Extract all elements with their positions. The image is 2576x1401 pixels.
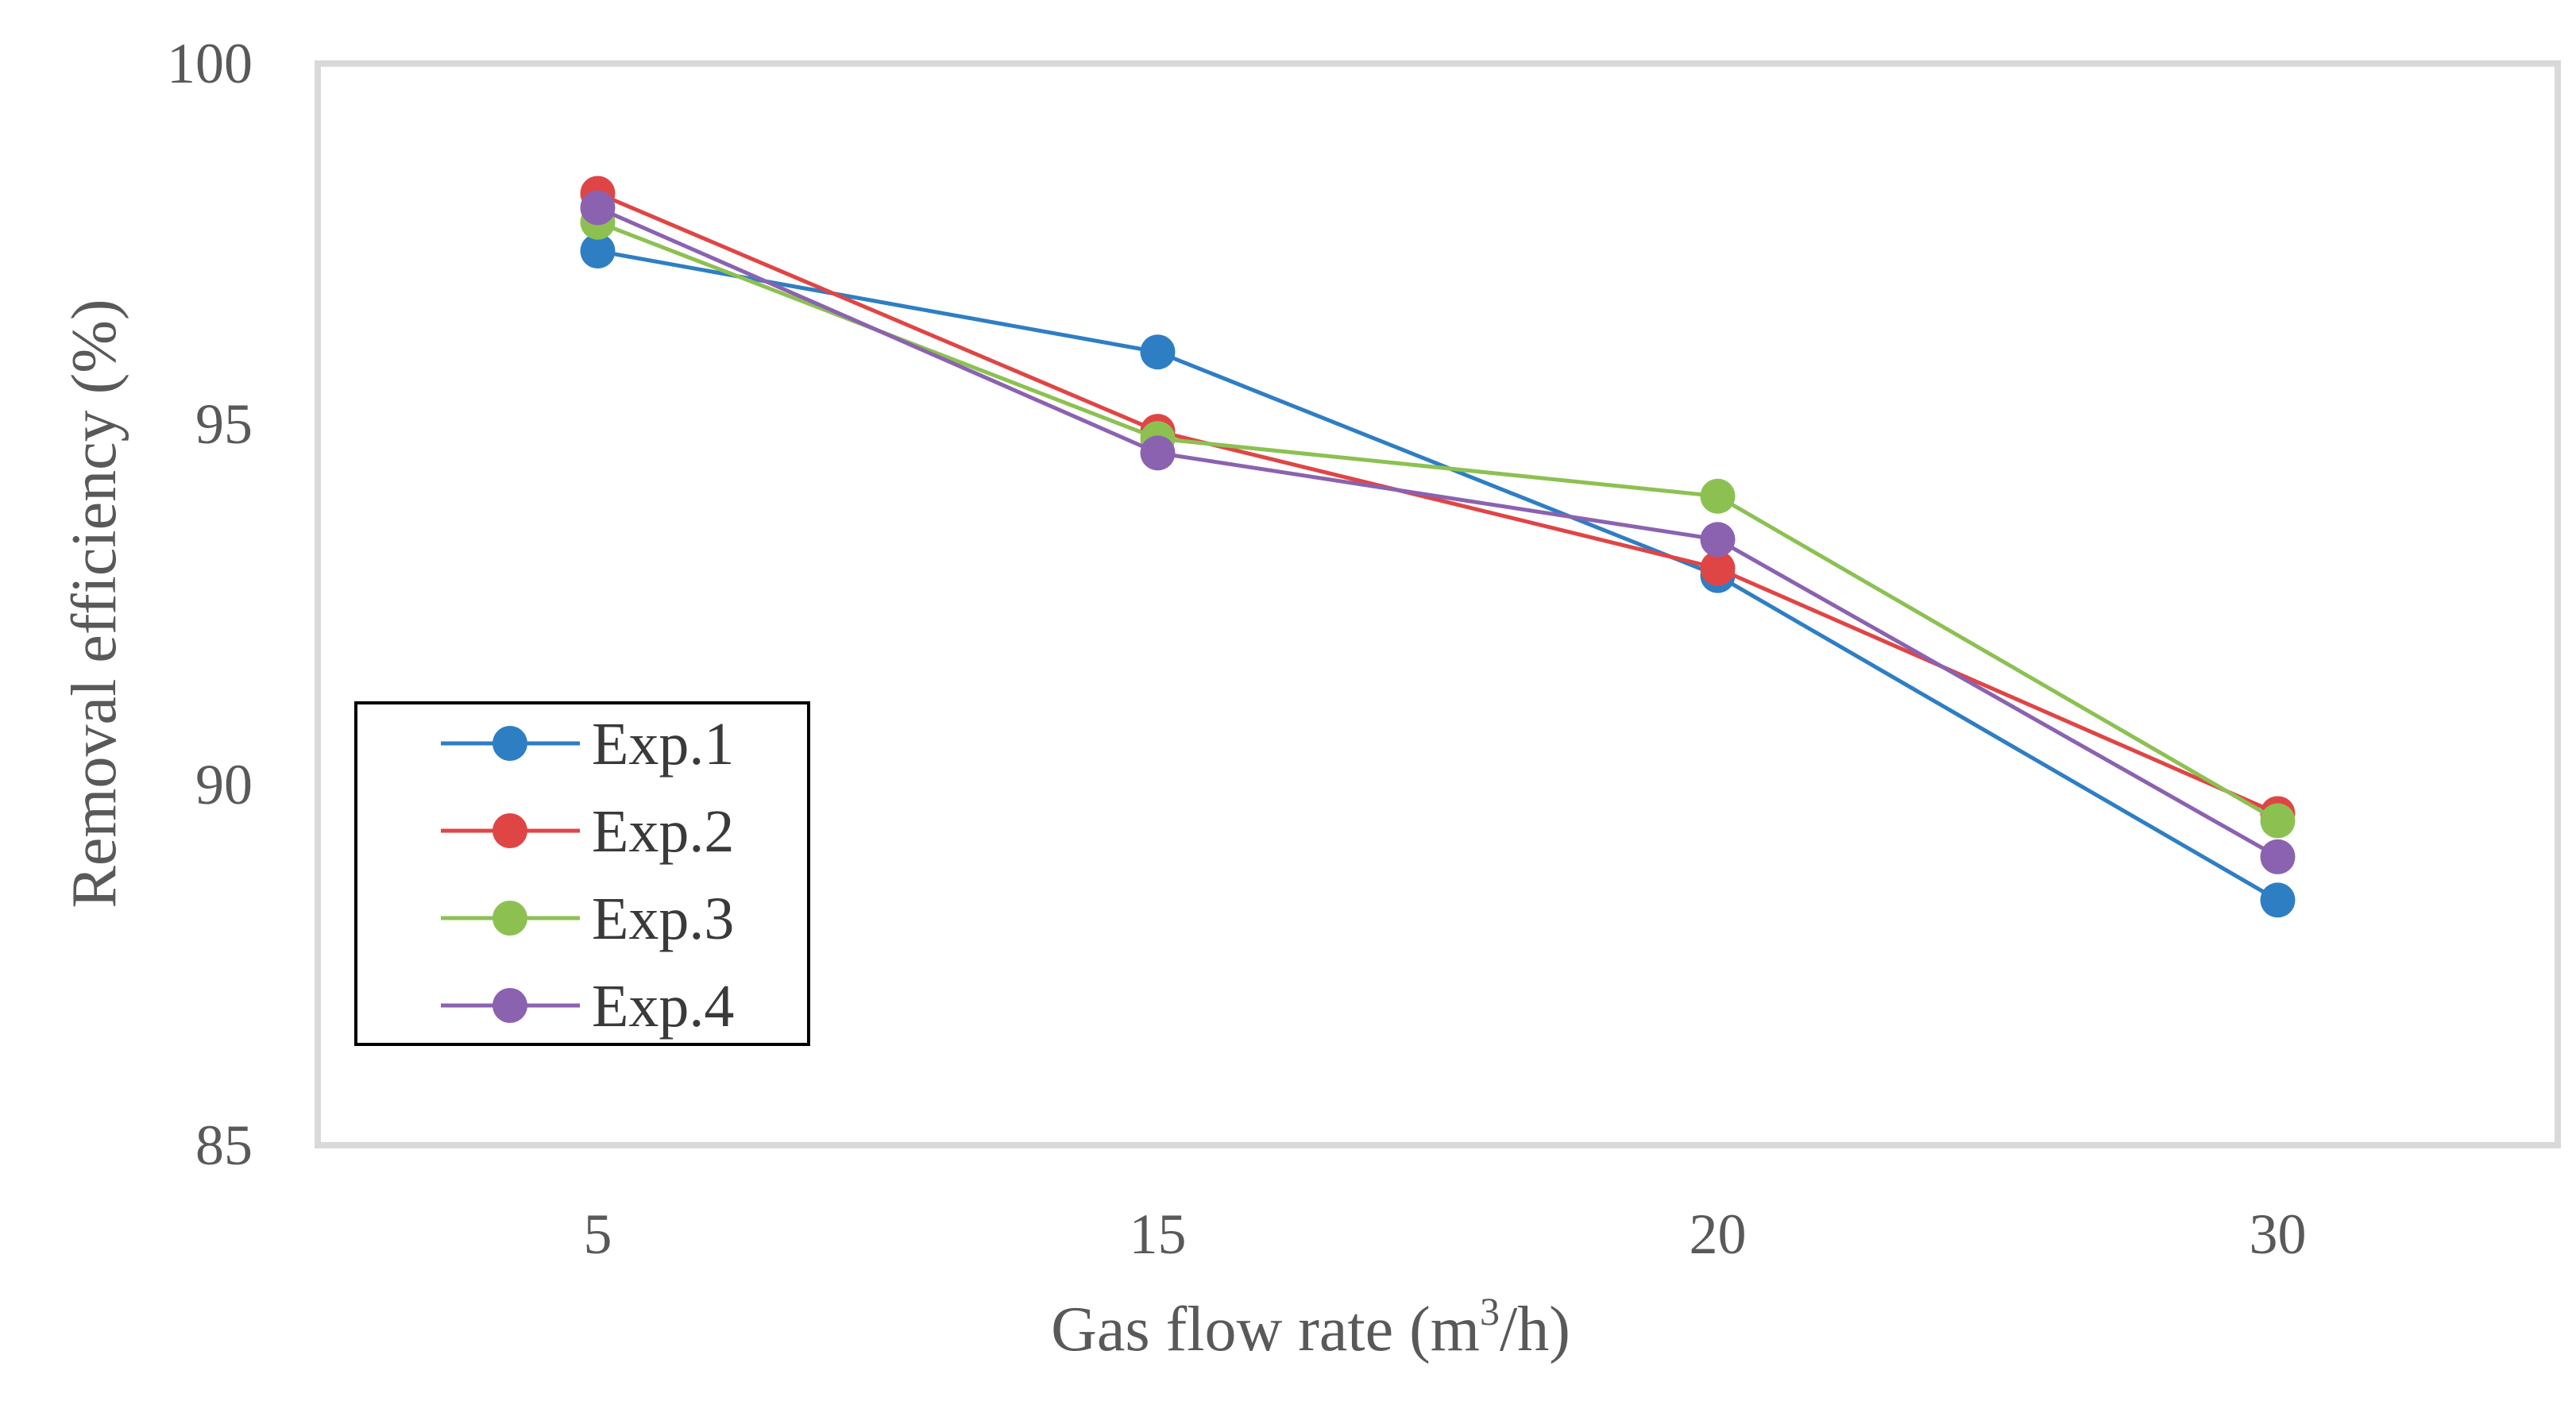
- data-point: [2260, 839, 2296, 874]
- data-point: [580, 234, 616, 269]
- x-tick-label: 30: [2250, 1202, 2307, 1266]
- data-point: [2260, 803, 2296, 839]
- series-line: [597, 249, 2279, 902]
- legend-label: Exp.1: [592, 711, 734, 778]
- y-axis-ticks: 85 90 95 100: [167, 32, 253, 1177]
- legend-marker: [492, 901, 527, 936]
- legend-item: Exp.2: [441, 798, 734, 865]
- legend-marker: [492, 813, 527, 848]
- series-line: [597, 206, 2279, 859]
- series-line: [597, 191, 2279, 816]
- legend-label: Exp.4: [592, 973, 734, 1040]
- legend-item: Exp.1: [441, 711, 734, 778]
- data-point: [1140, 435, 1176, 471]
- x-axis-title-suffix: /h): [1500, 1295, 1570, 1364]
- series-1: [580, 234, 2296, 918]
- legend-box: [354, 701, 810, 1046]
- data-point: [1700, 550, 1736, 586]
- y-tick-label: 90: [195, 753, 253, 816]
- x-tick-label: 5: [584, 1202, 612, 1266]
- data-point: [1700, 478, 1736, 514]
- x-axis-ticks: 5 15 20 30: [584, 1202, 2307, 1266]
- legend: Exp.1 Exp.2 Exp.3 Exp.4: [354, 701, 810, 1046]
- x-tick-label: 20: [1690, 1202, 1747, 1266]
- data-point: [1700, 522, 1736, 558]
- legend-label: Exp.2: [592, 798, 734, 865]
- data-point: [580, 190, 616, 226]
- data-point: [2260, 882, 2296, 918]
- y-tick-label: 85: [195, 1113, 253, 1177]
- x-axis-title: Gas flow rate (m3/h): [1051, 1289, 1570, 1364]
- x-tick-label: 15: [1130, 1202, 1187, 1266]
- legend-marker: [492, 726, 527, 761]
- x-axis-title-superscript: 3: [1480, 1289, 1500, 1333]
- legend-item: Exp.3: [441, 886, 734, 952]
- series-4: [580, 190, 2296, 874]
- legend-item: Exp.4: [441, 973, 734, 1040]
- x-axis-title-main: Gas flow rate (m: [1051, 1295, 1480, 1364]
- legend-marker: [492, 988, 527, 1023]
- series-layer: [580, 176, 2296, 918]
- data-point: [1140, 334, 1176, 370]
- y-axis-title: Removal efficiency (%): [60, 299, 129, 908]
- y-tick-label: 100: [167, 32, 253, 95]
- legend-label: Exp.3: [592, 886, 734, 952]
- y-tick-label: 95: [195, 392, 253, 456]
